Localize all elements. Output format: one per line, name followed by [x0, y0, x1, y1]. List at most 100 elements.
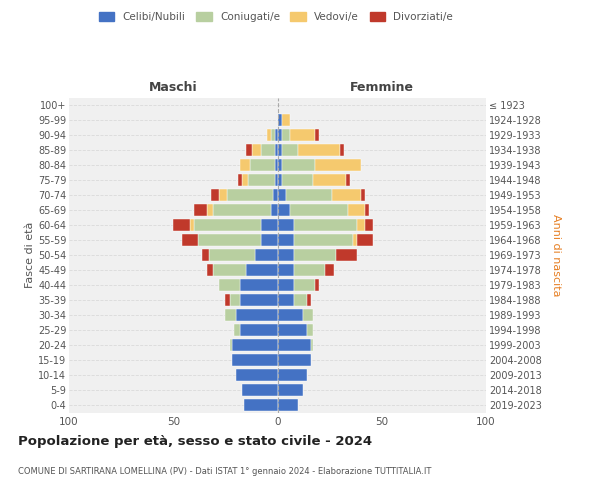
Bar	[226, 294, 230, 306]
Bar	[206, 264, 213, 276]
Bar	[277, 399, 298, 411]
Bar	[286, 189, 332, 201]
Bar	[219, 189, 227, 201]
Bar	[315, 279, 319, 291]
Bar	[302, 309, 313, 321]
Bar	[277, 219, 294, 231]
Bar	[271, 129, 275, 141]
Bar	[294, 279, 315, 291]
Text: Maschi: Maschi	[149, 81, 197, 94]
Bar	[271, 204, 277, 216]
Bar	[298, 144, 340, 156]
Bar	[254, 249, 277, 261]
Bar	[281, 174, 313, 186]
Bar	[277, 144, 281, 156]
Bar	[242, 174, 248, 186]
Bar	[246, 264, 277, 276]
Bar	[182, 234, 198, 246]
Bar	[230, 339, 232, 351]
Bar	[281, 144, 298, 156]
Bar	[246, 144, 253, 156]
Bar	[349, 204, 365, 216]
Bar	[261, 234, 277, 246]
Bar	[194, 219, 261, 231]
Bar	[294, 234, 353, 246]
Bar	[232, 354, 277, 366]
Bar	[277, 279, 294, 291]
Text: COMUNE DI SARTIRANA LOMELLINA (PV) - Dati ISTAT 1° gennaio 2024 - Elaborazione T: COMUNE DI SARTIRANA LOMELLINA (PV) - Dat…	[18, 468, 431, 476]
Bar	[290, 204, 349, 216]
Bar	[281, 159, 315, 171]
Bar	[275, 159, 277, 171]
Bar	[277, 204, 290, 216]
Bar	[340, 144, 344, 156]
Bar	[275, 174, 277, 186]
Bar	[325, 264, 334, 276]
Bar	[277, 354, 311, 366]
Y-axis label: Fasce di età: Fasce di età	[25, 222, 35, 288]
Bar	[332, 189, 361, 201]
Bar	[230, 294, 240, 306]
Bar	[336, 249, 357, 261]
Legend: Celibi/Nubili, Coniugati/e, Vedovi/e, Divorziati/e: Celibi/Nubili, Coniugati/e, Vedovi/e, Di…	[95, 8, 457, 26]
Bar	[234, 324, 240, 336]
Bar	[357, 219, 365, 231]
Bar	[261, 144, 275, 156]
Bar	[294, 219, 357, 231]
Bar	[277, 384, 302, 396]
Bar	[211, 189, 219, 201]
Bar	[274, 189, 277, 201]
Bar	[294, 294, 307, 306]
Bar	[277, 324, 307, 336]
Bar	[275, 129, 277, 141]
Bar	[294, 264, 325, 276]
Bar	[307, 324, 313, 336]
Bar	[281, 129, 290, 141]
Bar	[365, 204, 369, 216]
Bar	[281, 114, 290, 126]
Bar	[236, 309, 277, 321]
Bar	[267, 129, 271, 141]
Bar	[240, 324, 277, 336]
Bar	[275, 144, 277, 156]
Bar	[315, 159, 361, 171]
Bar	[240, 279, 277, 291]
Bar	[365, 219, 373, 231]
Bar	[227, 189, 274, 201]
Bar	[190, 219, 194, 231]
Bar	[311, 339, 313, 351]
Bar	[202, 249, 209, 261]
Bar	[219, 279, 240, 291]
Bar	[277, 294, 294, 306]
Bar	[277, 129, 281, 141]
Y-axis label: Anni di nascita: Anni di nascita	[551, 214, 561, 296]
Bar	[277, 264, 294, 276]
Text: Femmine: Femmine	[350, 81, 414, 94]
Bar	[198, 234, 261, 246]
Bar	[173, 219, 190, 231]
Bar	[353, 234, 357, 246]
Bar	[240, 294, 277, 306]
Text: Popolazione per età, sesso e stato civile - 2024: Popolazione per età, sesso e stato civil…	[18, 435, 372, 448]
Bar	[277, 369, 307, 381]
Bar	[277, 339, 311, 351]
Bar	[290, 129, 315, 141]
Bar	[313, 174, 346, 186]
Bar	[213, 264, 246, 276]
Bar	[226, 309, 236, 321]
Bar	[315, 129, 319, 141]
Bar	[277, 174, 281, 186]
Bar	[277, 159, 281, 171]
Bar	[238, 174, 242, 186]
Bar	[261, 219, 277, 231]
Bar	[277, 189, 286, 201]
Bar	[240, 159, 250, 171]
Bar	[206, 204, 213, 216]
Bar	[232, 339, 277, 351]
Bar	[307, 294, 311, 306]
Bar	[277, 249, 294, 261]
Bar	[242, 384, 277, 396]
Bar	[277, 234, 294, 246]
Bar	[361, 189, 365, 201]
Bar	[253, 144, 261, 156]
